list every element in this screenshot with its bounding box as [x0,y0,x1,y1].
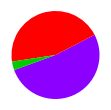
Wedge shape [12,55,56,70]
Wedge shape [12,11,95,62]
Wedge shape [14,35,99,99]
